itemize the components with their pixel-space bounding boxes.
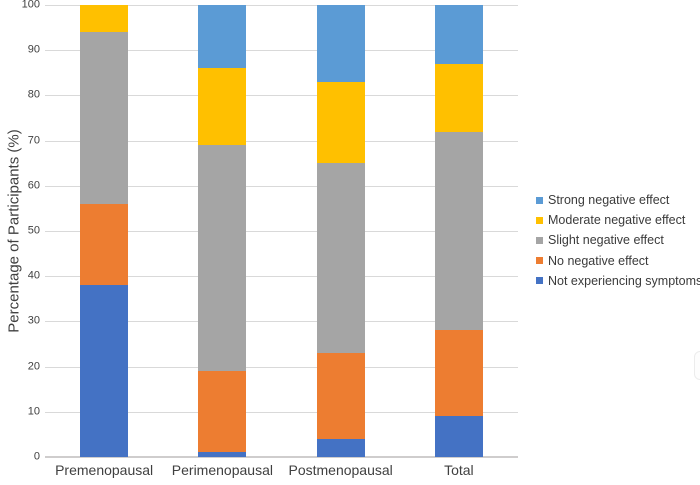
- y-tick-label: 70: [27, 134, 40, 147]
- legend-label: No negative effect: [548, 253, 649, 268]
- legend-swatch: [536, 216, 543, 224]
- gridline: [45, 456, 518, 458]
- legend-swatch: [536, 257, 543, 265]
- legend-item: Slight negative effect: [536, 230, 700, 250]
- y-tick-label: 100: [21, 0, 40, 11]
- y-tick-label: 30: [27, 314, 40, 327]
- bar-segment: [80, 5, 129, 33]
- y-tick-label: 50: [27, 224, 40, 237]
- x-tick-label: Total: [444, 462, 474, 478]
- bar-segment: [80, 285, 129, 457]
- y-tick-label: 0: [33, 450, 40, 463]
- bar-total: [434, 5, 483, 457]
- scrollbar-artifact: [694, 351, 700, 380]
- bar-segment: [316, 81, 365, 164]
- bar-segment: [316, 5, 365, 82]
- x-tick-label: Perimenopausal: [171, 462, 273, 478]
- x-tick-label: Postmenopausal: [288, 462, 393, 478]
- bar-segment: [80, 32, 129, 204]
- y-tick-label: 90: [27, 43, 40, 56]
- bar-segment: [198, 371, 247, 453]
- gridline: [45, 276, 518, 278]
- gridline: [45, 95, 518, 97]
- legend-label: Not experiencing symptoms: [548, 273, 700, 288]
- legend-label: Moderate negative effect: [548, 213, 686, 228]
- legend-swatch: [536, 277, 543, 285]
- gridline: [45, 50, 518, 52]
- bar-premenopausal: [80, 5, 129, 457]
- bar-segment: [434, 131, 483, 331]
- gridline: [45, 411, 518, 413]
- plot-area: [45, 5, 518, 458]
- bar-segment: [434, 330, 483, 417]
- legend-item: Strong negative effect: [536, 190, 700, 210]
- y-tick-label: 20: [27, 360, 40, 373]
- legend-item: Not experiencing symptoms: [536, 271, 700, 291]
- bar-segment: [198, 68, 247, 146]
- bar-segment: [80, 203, 129, 286]
- x-tick-label: Premenopausal: [55, 462, 154, 478]
- gridline: [45, 321, 518, 323]
- bar-segment: [434, 416, 483, 457]
- y-tick-label: 40: [27, 269, 40, 282]
- bar-segment: [434, 5, 483, 64]
- gridline: [45, 185, 518, 187]
- y-tick-label: 10: [27, 405, 40, 418]
- bar-perimenopausal: [198, 5, 247, 457]
- y-tick-label: 80: [27, 88, 40, 101]
- legend-swatch: [536, 236, 543, 244]
- gridline: [45, 366, 518, 368]
- legend-swatch: [536, 196, 543, 204]
- bar-segment: [198, 5, 247, 69]
- bar-segment: [316, 353, 365, 439]
- gridline: [45, 5, 518, 6]
- legend-label: Strong negative effect: [548, 193, 670, 208]
- y-tick-label: 60: [27, 179, 40, 192]
- legend-label: Slight negative effect: [548, 233, 664, 248]
- legend: Strong negative effect Moderate negative …: [536, 190, 700, 291]
- gridline: [45, 140, 518, 142]
- bar-segment: [316, 438, 365, 457]
- bar-segment: [434, 63, 483, 132]
- bar-segment: [316, 163, 365, 354]
- bar-segment: [198, 452, 247, 457]
- bar-segment: [198, 145, 247, 372]
- legend-item: Moderate negative effect: [536, 210, 700, 230]
- legend-item: No negative effect: [536, 251, 700, 271]
- bar-postmenopausal: [316, 5, 365, 457]
- gridline: [45, 231, 518, 232]
